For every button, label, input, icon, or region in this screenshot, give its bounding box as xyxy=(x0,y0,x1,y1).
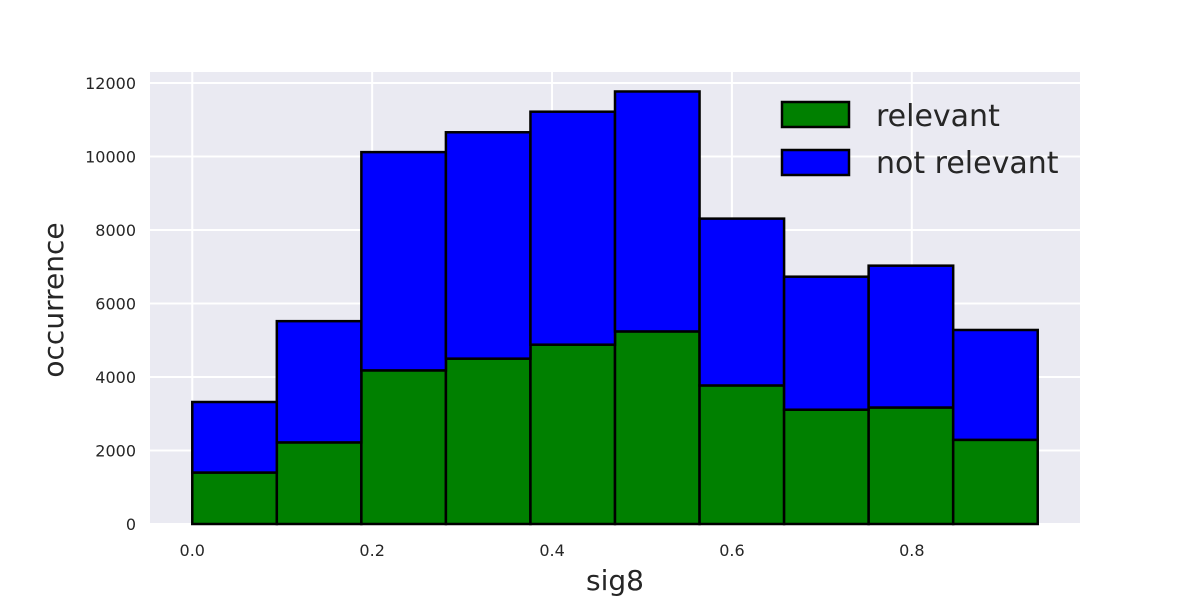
x-tick-label: 0.6 xyxy=(719,541,744,560)
bar-not-relevant-6 xyxy=(698,217,786,387)
bar-relevant-6 xyxy=(698,384,786,526)
bar-not-relevant-5 xyxy=(613,90,701,333)
bar-relevant-7 xyxy=(782,408,870,526)
bar-relevant-2 xyxy=(360,369,448,526)
bar-not-relevant-0 xyxy=(191,400,279,474)
y-tick-label: 2000 xyxy=(95,442,136,461)
legend: relevant not relevant xyxy=(780,99,1059,181)
bar-not-relevant-1 xyxy=(275,319,363,444)
bar-not-relevant-3 xyxy=(444,131,532,360)
bar-relevant-1 xyxy=(275,441,363,526)
x-tick-label: 0.8 xyxy=(899,541,924,560)
bar-not-relevant-7 xyxy=(782,275,870,411)
y-tick-label: 12000 xyxy=(85,74,136,93)
y-tick-label: 4000 xyxy=(95,368,136,387)
bar-not-relevant-4 xyxy=(529,110,617,346)
legend-label-relevant: relevant xyxy=(876,99,1000,134)
x-tick-label: 0.0 xyxy=(180,541,205,560)
bar-relevant-3 xyxy=(444,357,532,526)
y-tick-label: 6000 xyxy=(95,295,136,314)
bars-group xyxy=(191,90,1039,526)
x-axis-label: sig8 xyxy=(586,564,644,597)
bar-relevant-8 xyxy=(867,406,955,526)
bar-relevant-0 xyxy=(191,471,279,526)
x-tick-labels: 0.0 0.2 0.4 0.6 0.8 xyxy=(180,541,925,560)
bar-relevant-4 xyxy=(529,343,617,526)
x-tick-label: 0.4 xyxy=(539,541,564,560)
legend-swatch-relevant xyxy=(780,100,851,129)
y-tick-label: 8000 xyxy=(95,221,136,240)
legend-swatch-not-relevant xyxy=(780,148,851,177)
y-tick-label: 10000 xyxy=(85,148,136,167)
y-tick-labels: 0 2000 4000 6000 8000 10000 12000 xyxy=(85,74,136,534)
bar-not-relevant-8 xyxy=(867,264,955,409)
bar-not-relevant-9 xyxy=(951,328,1039,442)
legend-label-not-relevant: not relevant xyxy=(876,146,1059,181)
x-tick-label: 0.2 xyxy=(359,541,384,560)
bar-relevant-5 xyxy=(613,330,701,526)
y-axis-label: occurrence xyxy=(37,222,70,377)
bar-relevant-9 xyxy=(951,438,1039,526)
y-tick-label: 0 xyxy=(126,515,136,534)
bar-not-relevant-2 xyxy=(360,150,448,372)
